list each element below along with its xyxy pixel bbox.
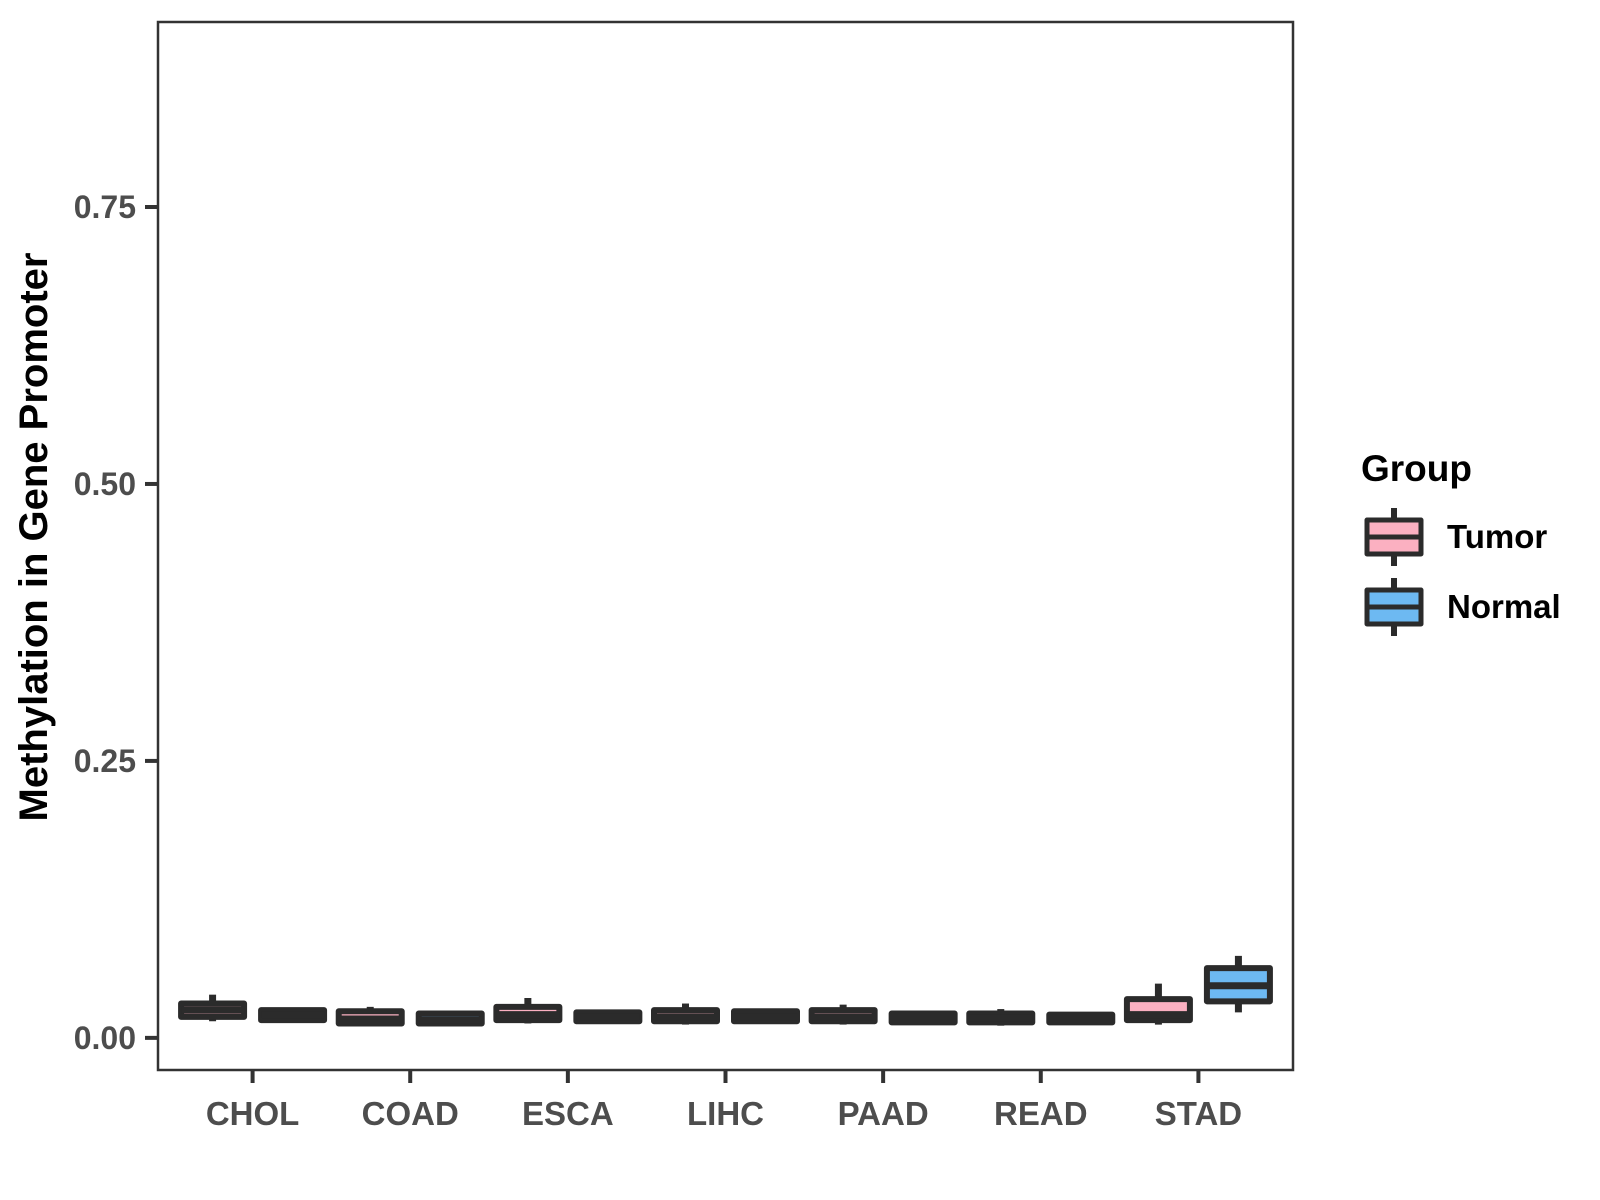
legend-item-normal: Normal [1361,576,1561,638]
legend-title: Group [1361,448,1472,489]
x-tick-label: STAD [1155,1095,1242,1132]
panel-border [156,20,1295,1072]
x-tick-label: ESCA [522,1095,614,1132]
y-tick-label: 0.50 [74,466,136,502]
x-tick-label: LIHC [687,1095,764,1132]
legend: Group Tumor Normal [1361,448,1561,646]
legend-label-tumor: Tumor [1447,518,1548,555]
legend-item-tumor: Tumor [1361,506,1561,568]
x-tick-label: READ [994,1095,1088,1132]
legend-label-normal: Normal [1447,588,1561,625]
x-tick-label: CHOL [206,1095,300,1132]
boxplot-key-tumor-icon [1364,508,1424,566]
y-axis-title: Methylation in Gene Promoter [12,252,56,822]
x-tick-label: PAAD [838,1095,929,1132]
boxplot-key-normal-icon [1364,578,1424,636]
y-tick-label: 0.25 [74,743,136,779]
y-tick-label: 0.75 [74,189,136,225]
x-tick-label: COAD [362,1095,459,1132]
y-tick-label: 0.00 [74,1020,136,1056]
